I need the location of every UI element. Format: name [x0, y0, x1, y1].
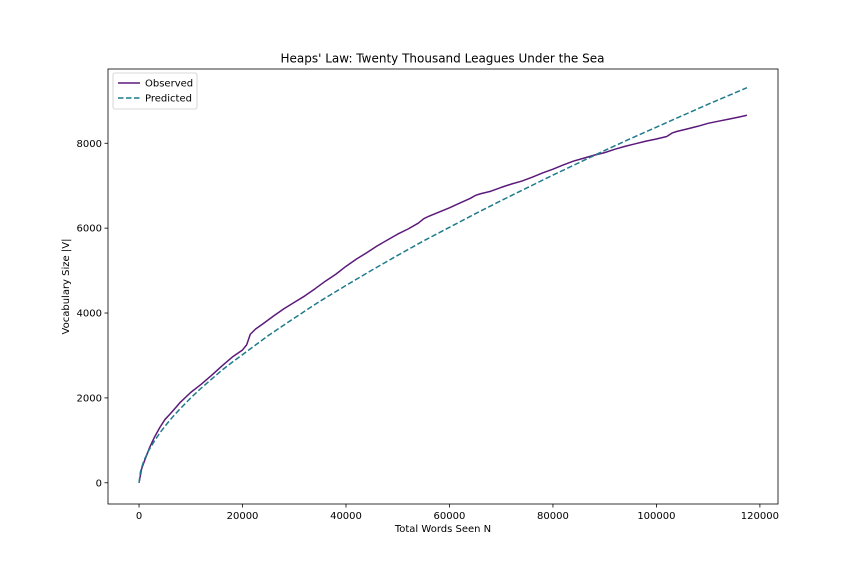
series-layer	[138, 86, 748, 483]
axis-ticks: 0 20000 40000 60000 80000 100000 120000 0 2000 40…	[77, 139, 779, 522]
x-axis-label: Total Words Seen N	[394, 524, 491, 535]
x-tick-label: 40000	[330, 511, 362, 522]
y-tick-label: 4000	[77, 309, 102, 320]
y-tick-label: 0	[96, 478, 102, 489]
x-tick-label: 120000	[741, 511, 779, 522]
x-tick-label: 80000	[537, 511, 569, 522]
legend-label-predicted: Predicted	[145, 94, 192, 105]
series-line-observed	[138, 114, 748, 483]
legend: Observed Predicted	[112, 72, 198, 110]
legend-label-observed: Observed	[145, 79, 193, 90]
x-tick-label: 60000	[434, 511, 466, 522]
y-tick-label: 6000	[77, 224, 102, 235]
legend-box	[112, 72, 198, 110]
x-tick-label: 0	[136, 511, 142, 522]
y-tick-label: 8000	[77, 139, 102, 150]
x-tick-label: 100000	[637, 511, 675, 522]
plot-area	[107, 68, 779, 505]
y-axis-label: Vocabulary Size |V|	[61, 239, 72, 335]
chart-title: Heaps' Law: Twenty Thousand Leagues Unde…	[281, 52, 605, 66]
y-tick-label: 2000	[77, 393, 102, 404]
x-tick-label: 20000	[227, 511, 259, 522]
series-line-predicted	[138, 86, 748, 483]
